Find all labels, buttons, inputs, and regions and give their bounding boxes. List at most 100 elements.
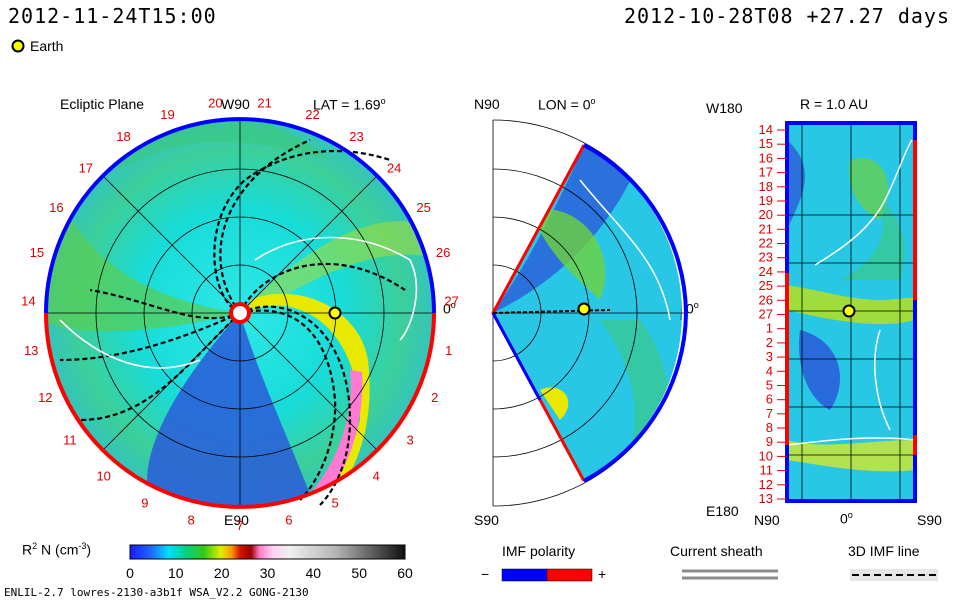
radial-rotation-numbers: 1415161718192021222324252627123456789101…: [759, 122, 787, 506]
ecliptic-rotation-number: 24: [387, 161, 401, 176]
colorbar-label: R2 N (cm-3): [22, 541, 92, 558]
ecliptic-rotation-number: 2: [431, 390, 438, 405]
radial-bottom-s90: S90: [917, 512, 942, 528]
ecliptic-rotation-number: 22: [305, 107, 319, 122]
radial-rotation-number: 20: [759, 207, 773, 222]
ecliptic-rotation-number: 13: [24, 343, 38, 358]
radial-rotation-number: 1: [766, 321, 773, 336]
radial-rotation-number: 23: [759, 250, 773, 265]
ecliptic-rotation-number: 6: [285, 512, 292, 527]
radial-rotation-number: 14: [759, 122, 773, 137]
colorbar-tick-label: 60: [397, 565, 413, 581]
radial-rotation-number: 27: [759, 307, 773, 322]
radial-rotation-number: 4: [766, 363, 773, 378]
ecliptic-rotation-number: 15: [30, 245, 44, 260]
radial-top-left-label: W180: [706, 100, 743, 116]
radial-r-label: R = 1.0 AU: [800, 96, 869, 112]
ecliptic-rotation-number: 9: [141, 496, 148, 511]
ecliptic-top-label: W90: [221, 96, 250, 112]
imf-polarity-swatch: [501, 568, 593, 582]
ecliptic-rotation-number: 10: [96, 468, 110, 483]
imf-line-label: 3D IMF line: [848, 543, 920, 559]
radial-rotation-number: 3: [766, 349, 773, 364]
ecliptic-rotation-number: 21: [257, 95, 271, 110]
ecliptic-rotation-number: 26: [436, 245, 450, 260]
colorbar-tick-label: 20: [214, 565, 230, 581]
radial-rotation-number: 5: [766, 378, 773, 393]
radial-rotation-number: 11: [760, 463, 774, 478]
ecliptic-bottom-label: E90: [224, 512, 249, 528]
ecliptic-rotation-number: 4: [373, 468, 380, 483]
ecliptic-rotation-number: 27: [444, 294, 458, 309]
ecliptic-rotation-number: 8: [187, 512, 194, 527]
radial-rotation-number: 7: [766, 406, 773, 421]
radial-rotation-number: 21: [759, 221, 773, 236]
radial-rotation-number: 15: [759, 136, 773, 151]
current-sheath-label: Current sheath: [670, 543, 763, 559]
meridional-right-label: 0o: [686, 300, 699, 317]
imf-line-swatch: [850, 569, 938, 581]
ecliptic-rotation-number: 11: [63, 433, 77, 448]
observation-time: 2012-11-24T15:00: [8, 4, 217, 28]
meridional-top-label: N90: [474, 96, 500, 112]
imf-polarity-label: IMF polarity: [502, 543, 576, 559]
ecliptic-rotation-number: 17: [79, 161, 93, 176]
ecliptic-rotation-number: 3: [406, 433, 413, 448]
model-info: ENLIL-2.7 lowres-2130-a3b1f WSA_V2.2 GON…: [4, 586, 309, 599]
ecliptic-rotation-number: 7: [236, 518, 243, 533]
earth-marker-meridional: [577, 302, 591, 316]
radial-rotation-number: 25: [759, 278, 773, 293]
radial-rotation-number: 9: [766, 434, 773, 449]
radial-rotation-number: 6: [766, 392, 773, 407]
radial-map-plot: [785, 121, 917, 503]
earth-legend: Earth: [10, 38, 63, 54]
meridional-plot: [491, 119, 688, 507]
ecliptic-rotation-number: 18: [116, 129, 130, 144]
radial-rotation-number: 10: [759, 448, 773, 463]
radial-rotation-number: 18: [759, 179, 773, 194]
earth-icon: [11, 39, 25, 53]
ecliptic-rotation-number: 14: [21, 294, 35, 309]
ecliptic-rotation-number: 20: [208, 95, 222, 110]
lat-label: LAT = 1.69o: [313, 96, 386, 113]
ecliptic-rotation-number: 19: [160, 107, 174, 122]
ecliptic-right-label: 0o: [443, 300, 456, 317]
radial-rotation-number: 24: [759, 264, 773, 279]
radial-rotation-number: 26: [759, 292, 773, 307]
colorbar-tick-label: 10: [168, 565, 184, 581]
colorbar-ticks: 0 10 20 30 40 50 60: [126, 565, 413, 581]
colorbar-tick-label: 40: [306, 565, 322, 581]
radial-rotation-number: 19: [759, 193, 773, 208]
meridional-bottom-label: S90: [474, 512, 499, 528]
ecliptic-rotation-number: 16: [49, 200, 63, 215]
ecliptic-rotation-number: 23: [349, 129, 363, 144]
ecliptic-rotation-number: 1: [445, 343, 452, 358]
radial-rotation-number: 12: [759, 477, 773, 492]
earth-marker-radial: [842, 304, 856, 318]
radial-rotation-number: 16: [759, 150, 773, 165]
lon-label: LON = 0o: [538, 96, 596, 113]
ecliptic-rotation-number: 5: [331, 496, 338, 511]
colorbar-tick-label: 30: [260, 565, 276, 581]
imf-plus-label: +: [598, 566, 607, 582]
run-info: 2012-10-28T08 +27.27 days: [623, 4, 950, 28]
ecliptic-rotation-number: 25: [416, 200, 430, 215]
radial-rotation-number: 13: [759, 491, 773, 506]
earth-label: Earth: [30, 38, 64, 54]
radial-bottom-left-label: E180: [706, 503, 739, 519]
ecliptic-rotation-number: 12: [38, 390, 52, 405]
imf-minus-label: −: [481, 566, 490, 582]
density-colorbar: [129, 544, 406, 560]
radial-rotation-number: 2: [766, 335, 773, 350]
ecliptic-title: Ecliptic Plane: [60, 96, 145, 112]
radial-rotation-number: 22: [759, 236, 773, 251]
colorbar-tick-label: 0: [126, 565, 134, 581]
ecliptic-plane-plot: [44, 117, 436, 509]
radial-bottom-n90: N90: [754, 512, 780, 528]
radial-bottom-zero: 0o: [840, 510, 853, 527]
colorbar-tick-label: 50: [351, 565, 367, 581]
radial-rotation-number: 8: [766, 420, 773, 435]
current-sheath-swatch: [682, 569, 778, 580]
